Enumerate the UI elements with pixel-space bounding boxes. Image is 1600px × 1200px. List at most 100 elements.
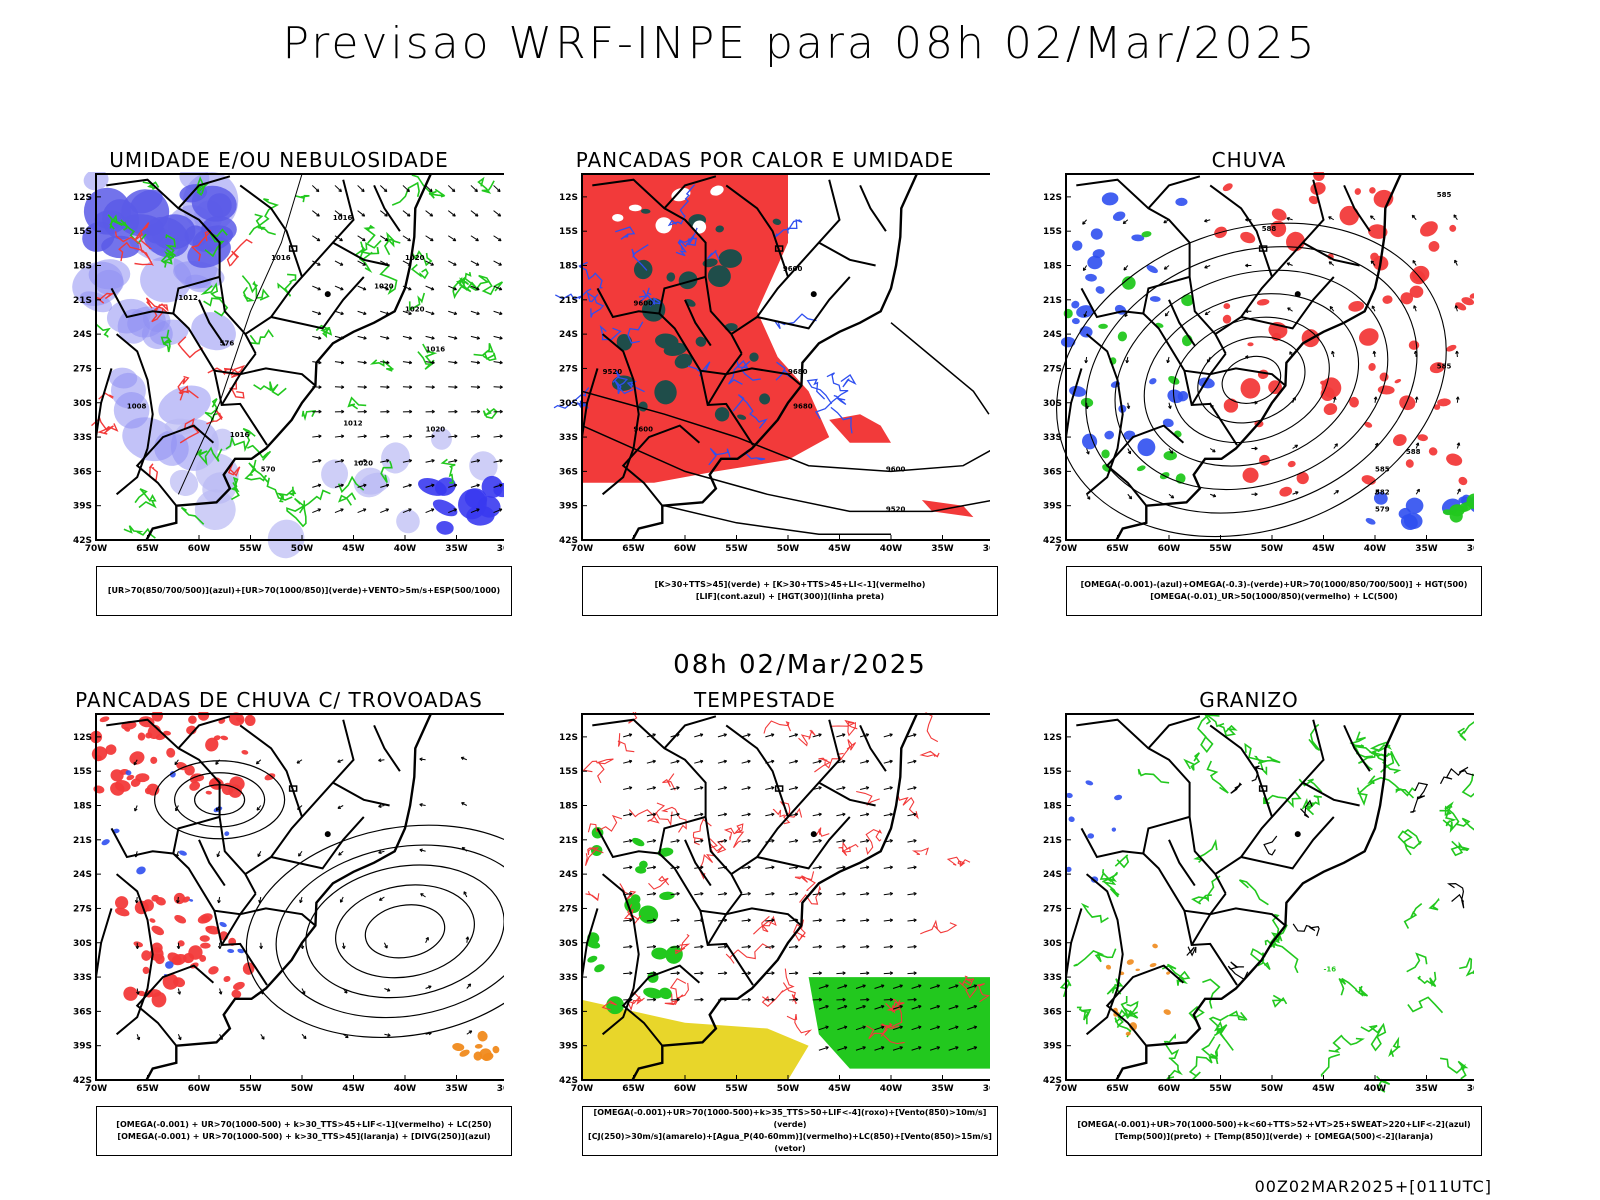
contour-label: 588 <box>1262 225 1277 233</box>
streamline-vector <box>1168 402 1172 409</box>
vector-head <box>818 944 822 949</box>
lon-tick-label: 40W <box>1364 544 1387 554</box>
lat-tick-label: 24S <box>559 330 578 340</box>
low-level-humidity-contour <box>452 276 472 300</box>
reservoir-marker <box>1294 291 1301 298</box>
heat-instability-area <box>616 334 633 351</box>
contour-label: 585 <box>1437 191 1452 199</box>
humidity-midlevel-area <box>191 185 237 222</box>
low-level-humidity-contour <box>477 176 495 194</box>
vector-shaft <box>447 235 457 242</box>
contour-label: 1016 <box>333 214 353 222</box>
wind-vector <box>967 1025 978 1031</box>
lat-tick-label: 30S <box>1043 399 1062 409</box>
lon-tick-label: 70W <box>85 1084 108 1094</box>
vector-head <box>1164 313 1169 317</box>
streamline-vector <box>298 850 303 857</box>
low-level-humidity-contour <box>276 486 297 503</box>
thickness-contour <box>226 238 253 267</box>
vector-head <box>889 865 893 870</box>
vector-shaft <box>694 972 704 975</box>
lake-marker <box>288 245 298 252</box>
vector-head <box>723 733 727 737</box>
rain-area <box>1256 299 1270 306</box>
wind-vector <box>911 1046 922 1051</box>
vector-head <box>430 237 434 242</box>
vector-head <box>865 759 870 764</box>
low-level-humidity-contour <box>254 213 276 236</box>
vector-head <box>936 1004 941 1009</box>
wind-vector <box>694 891 704 896</box>
vector-head <box>724 971 728 976</box>
vector-head <box>298 853 302 857</box>
vector-head <box>499 483 503 488</box>
streamline-vector <box>1454 305 1459 312</box>
heat-instability-area <box>707 265 731 287</box>
vector-shaft <box>334 260 344 266</box>
vector-head <box>386 360 390 365</box>
political-border <box>1076 718 1227 895</box>
lon-tick-label: 65W <box>622 1084 645 1094</box>
lon-tick-label: 35W <box>1415 544 1438 554</box>
omega-ascent-area <box>1162 418 1174 428</box>
lon-tick-label: 30W <box>497 1084 504 1094</box>
temperature-850-contour <box>1161 963 1191 986</box>
vector-head <box>476 336 481 340</box>
wind-vector <box>948 1046 959 1051</box>
vector-head <box>1329 305 1334 310</box>
vector-shaft <box>765 786 775 790</box>
streamline-vector <box>1413 305 1417 312</box>
clear-area <box>612 213 624 222</box>
vector-shaft <box>855 1046 866 1051</box>
temperature-500-contour <box>1292 923 1320 937</box>
thickness-contour <box>98 392 114 400</box>
rain-area <box>1348 301 1365 312</box>
vector-head <box>700 865 704 870</box>
vector-head <box>795 997 799 1002</box>
vector-head <box>498 286 503 291</box>
humidity-high-area <box>158 385 211 425</box>
vector-head <box>913 733 917 737</box>
contour-label: 579 <box>1375 505 1390 513</box>
temperature-850-contour <box>1191 875 1221 905</box>
rain-area <box>1400 292 1414 305</box>
contour-label: 1020 <box>405 305 425 313</box>
streamline-vector <box>419 848 426 853</box>
wind-vector <box>836 733 846 738</box>
vector-shaft <box>646 972 656 975</box>
vector-shaft <box>425 210 433 217</box>
vector-head <box>700 997 704 1002</box>
wind-vector <box>967 1004 978 1010</box>
political-border <box>106 178 257 355</box>
streamline-vector <box>463 891 468 898</box>
streamline-vector <box>215 759 220 765</box>
political-border <box>859 184 887 232</box>
vector-head <box>216 853 221 858</box>
lon-tick-label: 65W <box>622 544 645 554</box>
streamline-vector <box>425 936 429 943</box>
wind-vector <box>765 997 775 1002</box>
lon-tick-label: 50W <box>1261 544 1284 554</box>
vector-shaft <box>357 185 365 192</box>
strong-omega-area <box>1101 449 1110 459</box>
vector-head <box>383 188 388 193</box>
vector-head <box>431 311 435 316</box>
vector-head <box>771 786 775 790</box>
vector-head <box>771 997 775 1002</box>
rain-area <box>1223 398 1239 413</box>
vector-shaft <box>883 733 893 738</box>
vector-head <box>842 918 846 923</box>
geopotential-contour <box>1143 293 1360 467</box>
vector-shaft <box>836 919 846 922</box>
vector-head <box>866 891 870 896</box>
wind-vector <box>836 812 846 817</box>
omega-ascent-area <box>1081 433 1098 450</box>
streamline-vector <box>1453 214 1458 221</box>
vector-head <box>866 918 870 923</box>
precipitable-water-contour <box>601 1000 617 1011</box>
vector-head <box>889 786 893 790</box>
thickness-contour <box>145 297 169 315</box>
